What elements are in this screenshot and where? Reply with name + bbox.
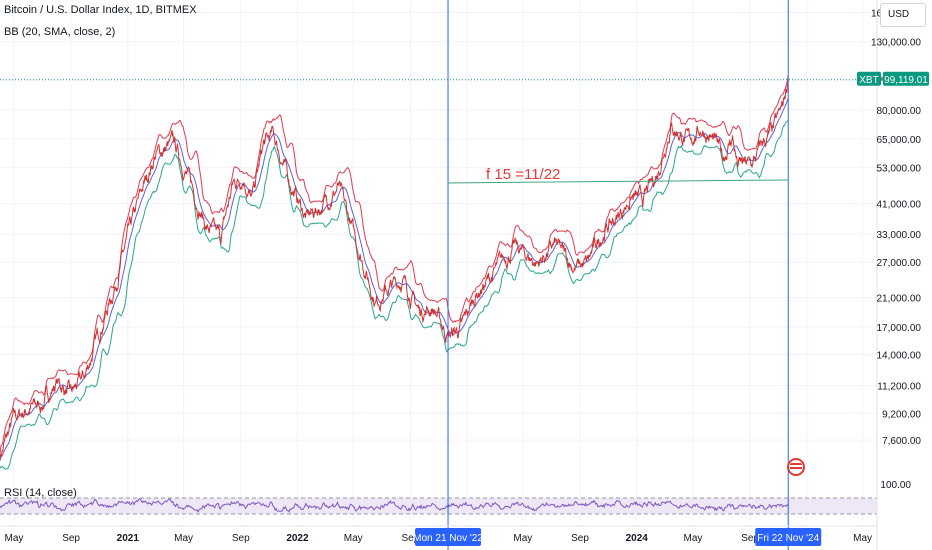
trend-annotation[interactable]: f 15 =11/22 — [448, 166, 789, 184]
time-tick-label: May — [513, 533, 532, 544]
rsi-band — [0, 498, 877, 514]
price-tick-label: 53,000.00 — [877, 164, 922, 175]
time-tick-label: May — [684, 533, 703, 544]
time-tick-label: Sep — [62, 533, 80, 544]
us-flag-icon[interactable] — [787, 458, 805, 476]
bb-upper-line — [0, 75, 789, 456]
price-tick-label: 65,000.00 — [877, 135, 922, 146]
annotation-text: f 15 =11/22 — [486, 166, 560, 183]
date-marker-label: Mon 21 Nov '22 — [413, 533, 483, 544]
time-tick-label: May — [344, 533, 363, 544]
rsi-series — [0, 497, 789, 513]
time-tick-label: Sep — [232, 533, 250, 544]
rsi-levels — [0, 497, 877, 515]
rsi-line — [0, 497, 789, 513]
price-tag-value: 99,119.01 — [884, 75, 928, 86]
symbol-tag-label: XBT — [859, 75, 878, 86]
price-tick-label: 41,000.00 — [877, 200, 922, 211]
date-marker-badge — [755, 528, 822, 546]
time-tick-label: 2024 — [626, 533, 649, 544]
current-price-tag: XBT 99,119.01 — [0, 71, 929, 86]
symbol-title[interactable]: Bitcoin / U.S. Dollar Index, 1D, BITMEX — [4, 4, 197, 16]
price-series — [0, 79, 789, 461]
indicator-legend[interactable]: BB (20, SMA, close, 2) — [4, 26, 116, 38]
currency-button[interactable]: USD — [880, 3, 926, 27]
time-tick-label: Sep — [741, 533, 759, 544]
price-tick-label: 27,000.00 — [877, 258, 922, 269]
price-tick-label: 7,600.00 — [882, 436, 921, 447]
time-tick-label: 2022 — [286, 533, 309, 544]
price-tick-label: 21,000.00 — [877, 293, 922, 304]
bb-lower-line — [0, 120, 789, 471]
time-axis[interactable]: MaySep2021MaySep2022MaySep2023MaySep2024… — [0, 525, 877, 546]
time-tick-label: 2021 — [117, 533, 140, 544]
price-line — [0, 79, 789, 461]
rsi-legend[interactable]: RSI (14, close) — [4, 487, 77, 499]
time-tick-label: May — [853, 533, 872, 544]
price-tick-label: 33,000.00 — [877, 230, 922, 241]
price-tick-label: 11,200.00 — [877, 382, 921, 393]
time-tick-label: Sep — [571, 533, 589, 544]
price-tick-label: 80,000.00 — [877, 106, 922, 117]
chart-grid — [0, 0, 877, 522]
trend-line — [448, 179, 789, 184]
date-marker-badge — [415, 528, 482, 546]
date-markers — [447, 0, 789, 550]
price-tag-bg — [883, 71, 929, 86]
time-tick-label: May — [174, 533, 193, 544]
price-tick-label: 14,000.00 — [877, 350, 922, 361]
price-tick-label: 130,000.00 — [871, 38, 921, 49]
date-marker-label: Fri 22 Nov '24 — [757, 533, 819, 544]
price-tick-label: 17,000.00 — [877, 323, 922, 334]
rsi-tick-label: 100.00 — [880, 480, 911, 491]
symbol-tag-bg — [857, 71, 881, 86]
time-tick-label: Sep — [401, 533, 419, 544]
time-tick-label: May — [4, 533, 23, 544]
price-tick-label: 9,200.00 — [882, 409, 921, 420]
